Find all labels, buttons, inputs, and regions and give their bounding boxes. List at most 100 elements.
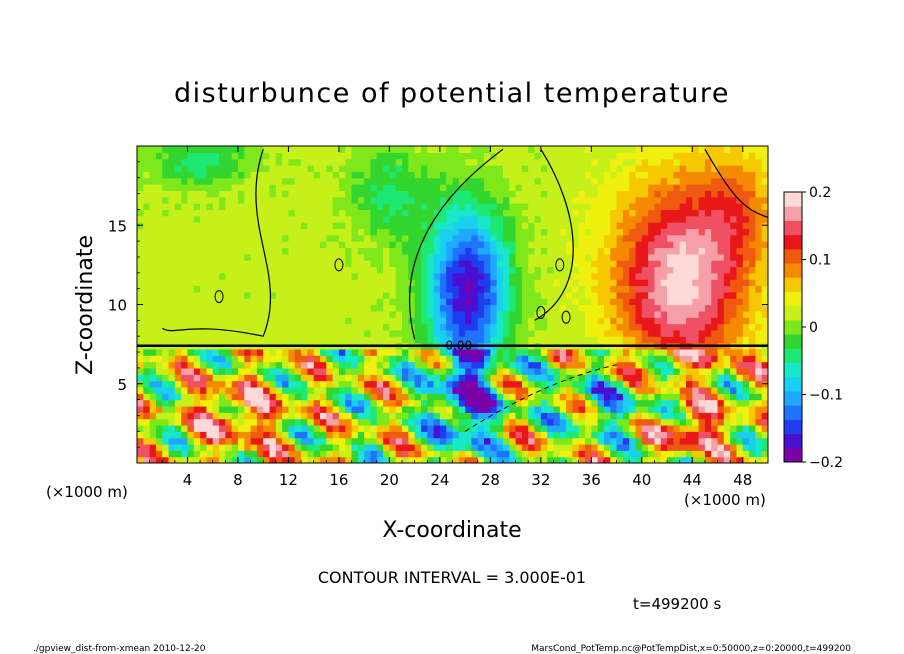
field-cell <box>730 380 738 388</box>
field-cell <box>395 374 403 382</box>
field-cell <box>496 317 504 325</box>
field-cell <box>502 304 510 312</box>
field-cell <box>515 456 523 463</box>
field-cell <box>420 209 428 217</box>
field-cell <box>269 329 277 337</box>
field-cell <box>420 418 428 426</box>
field-cell <box>414 443 422 451</box>
field-cell <box>679 355 687 363</box>
field-cell <box>629 165 637 172</box>
field-cell <box>692 380 700 388</box>
field-cell <box>338 380 346 388</box>
field-cell <box>439 412 447 420</box>
field-cell <box>622 374 630 382</box>
field-cell <box>471 355 479 363</box>
field-cell <box>736 260 744 268</box>
field-cell <box>269 450 277 458</box>
field-cell <box>711 374 719 382</box>
field-cell <box>704 146 712 153</box>
field-cell <box>408 456 416 463</box>
field-cell <box>755 367 763 375</box>
field-cell <box>736 298 744 306</box>
field-cell <box>477 291 485 299</box>
field-cell <box>566 209 573 217</box>
field-cell <box>301 241 308 249</box>
field-cell <box>528 228 536 236</box>
field-cell <box>723 412 731 420</box>
field-cell <box>332 165 340 172</box>
field-cell <box>685 317 693 325</box>
field-cell <box>219 336 226 344</box>
field-cell <box>256 291 264 299</box>
field-cell <box>383 152 390 160</box>
field-cell <box>629 158 637 166</box>
field-cell <box>749 184 756 191</box>
field-cell <box>597 298 605 306</box>
field-cell <box>502 323 510 331</box>
field-cell <box>679 437 687 445</box>
field-cell <box>143 393 151 401</box>
field-cell <box>704 279 712 287</box>
field-cell <box>629 418 637 426</box>
field-cell <box>345 424 353 432</box>
field-cell <box>351 152 359 160</box>
field-cell <box>635 298 643 306</box>
field-cell <box>219 241 226 249</box>
field-cell <box>408 348 416 356</box>
field-cell <box>679 386 687 394</box>
field-cell <box>502 253 510 261</box>
field-cell <box>420 329 428 337</box>
field-cell <box>168 456 176 463</box>
field-cell <box>395 329 403 337</box>
field-cell <box>679 285 687 293</box>
field-cell <box>528 310 536 318</box>
field-cell <box>319 393 327 401</box>
field-cell <box>294 431 302 439</box>
field-cell <box>585 418 592 426</box>
field-cell <box>200 146 208 153</box>
field-cell <box>704 437 712 445</box>
field-cell <box>162 317 170 325</box>
field-cell <box>458 146 466 153</box>
field-cell <box>509 241 517 249</box>
field-cell <box>332 203 340 210</box>
field-cell <box>534 279 542 287</box>
field-cell <box>452 304 460 312</box>
field-cell <box>673 323 681 331</box>
field-cell <box>408 177 416 185</box>
field-cell <box>610 260 618 268</box>
field-cell <box>414 171 422 179</box>
field-cell <box>610 203 618 210</box>
field-cell <box>319 203 327 210</box>
field-cell <box>256 437 264 445</box>
field-cell <box>597 234 605 242</box>
field-cell <box>275 329 283 337</box>
field-cell <box>193 266 201 274</box>
field-cell <box>597 450 605 458</box>
field-cell <box>402 177 409 185</box>
field-cell <box>528 456 536 463</box>
field-cell <box>484 386 491 394</box>
field-cell <box>610 386 618 394</box>
field-cell <box>660 177 668 185</box>
field-cell <box>736 450 744 458</box>
field-cell <box>471 374 479 382</box>
field-cell <box>219 190 226 198</box>
field-cell <box>187 171 195 179</box>
field-cell <box>641 228 649 236</box>
field-cell <box>376 184 384 191</box>
field-cell <box>553 380 561 388</box>
field-cell <box>402 171 409 179</box>
field-cell <box>616 171 624 179</box>
field-cell <box>376 171 384 179</box>
field-cell <box>585 348 592 356</box>
field-cell <box>603 450 611 458</box>
field-cell <box>162 253 170 261</box>
field-cell <box>458 361 466 369</box>
field-cell <box>685 443 693 451</box>
field-cell <box>427 247 435 255</box>
field-cell <box>364 361 372 369</box>
field-cell <box>585 355 592 363</box>
field-cell <box>490 329 498 337</box>
field-cell <box>389 412 397 420</box>
